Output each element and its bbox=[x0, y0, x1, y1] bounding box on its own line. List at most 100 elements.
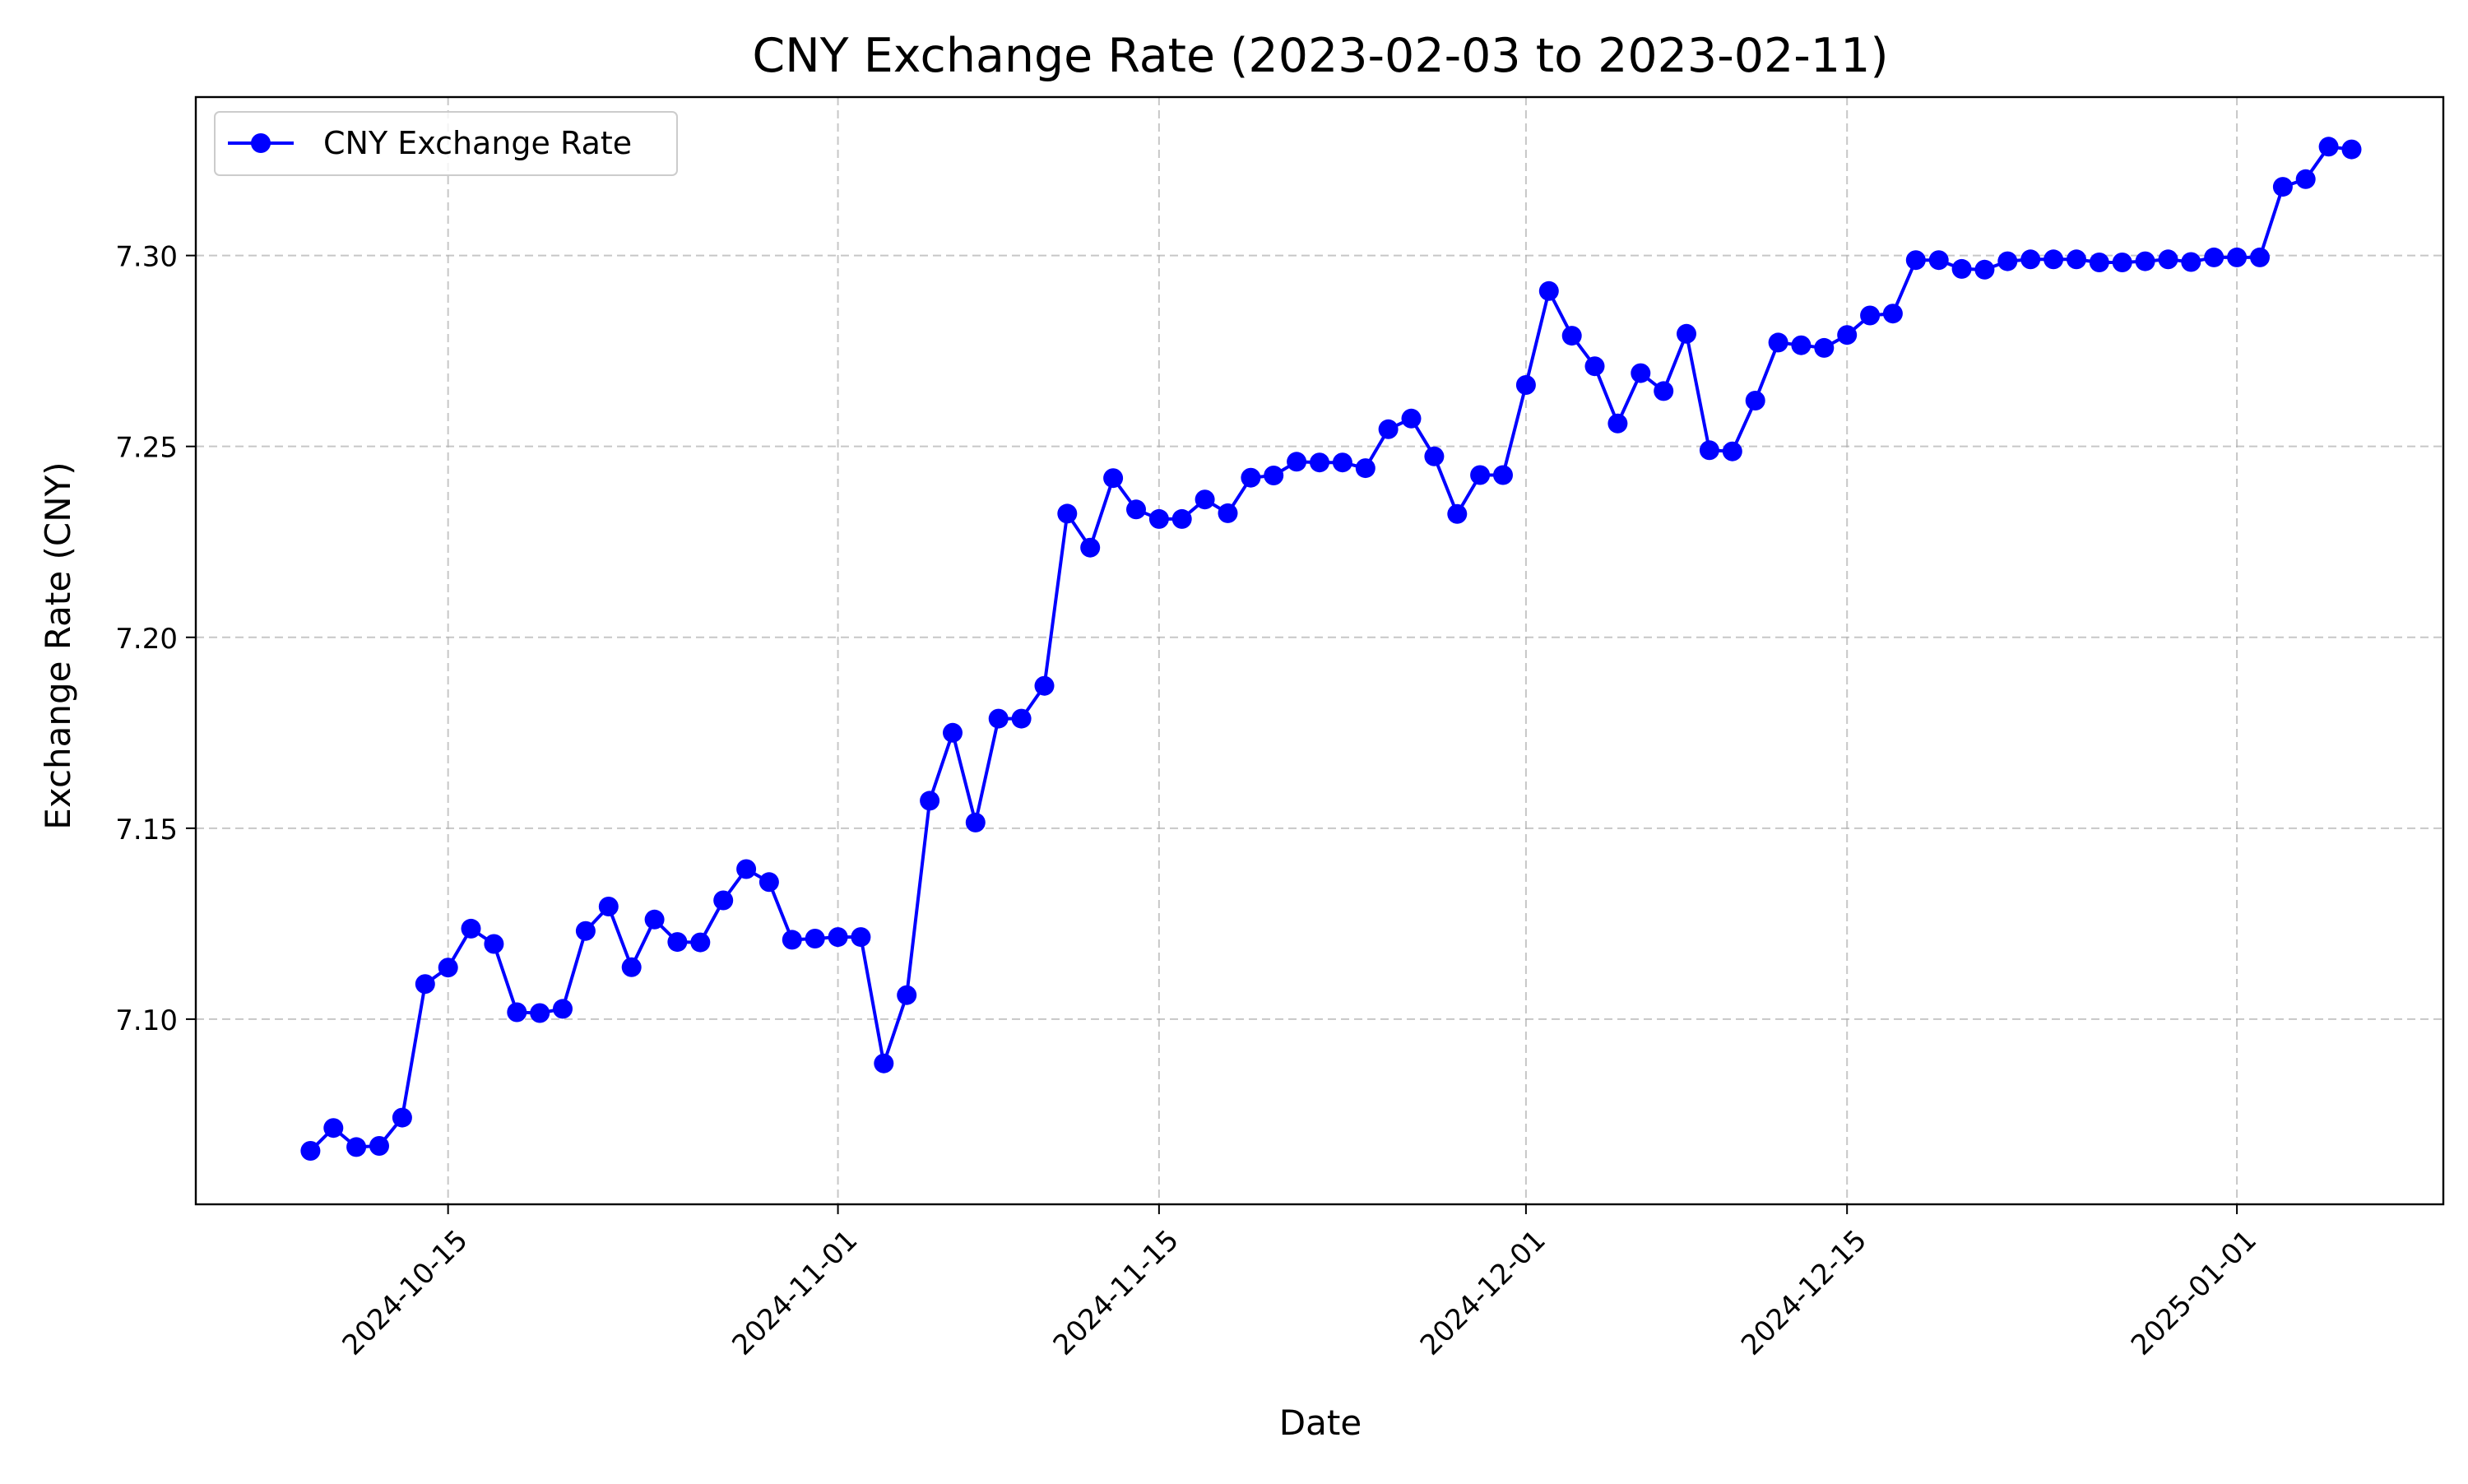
data-point[interactable] bbox=[1951, 258, 1972, 279]
y-tick-label: 7.25 bbox=[115, 432, 178, 465]
data-point[interactable] bbox=[484, 934, 504, 954]
data-point[interactable] bbox=[2272, 177, 2293, 197]
data-point[interactable] bbox=[1584, 356, 1605, 377]
data-point[interactable] bbox=[1034, 675, 1055, 696]
data-point[interactable] bbox=[1837, 325, 1858, 345]
data-point[interactable] bbox=[415, 974, 435, 995]
data-point[interactable] bbox=[874, 1053, 894, 1074]
y-tick-label: 7.15 bbox=[115, 814, 178, 846]
data-point[interactable] bbox=[690, 932, 711, 953]
data-point[interactable] bbox=[2318, 137, 2339, 157]
data-point[interactable] bbox=[2227, 247, 2248, 267]
data-point[interactable] bbox=[1241, 467, 1261, 488]
data-point[interactable] bbox=[575, 921, 596, 941]
data-point[interactable] bbox=[1745, 391, 1765, 410]
data-point[interactable] bbox=[2295, 169, 2316, 189]
data-point[interactable] bbox=[1171, 508, 1192, 529]
data-point[interactable] bbox=[507, 1002, 527, 1023]
plot-area-frame bbox=[194, 95, 2445, 1206]
data-point[interactable] bbox=[530, 1003, 550, 1023]
legend[interactable]: CNY Exchange Rate bbox=[214, 111, 678, 176]
data-point[interactable] bbox=[1310, 452, 1329, 473]
data-point[interactable] bbox=[1103, 468, 1124, 489]
data-point[interactable] bbox=[736, 859, 757, 879]
data-point[interactable] bbox=[1470, 465, 1491, 485]
data-point[interactable] bbox=[897, 985, 917, 1005]
data-point[interactable] bbox=[1493, 465, 1513, 485]
data-point[interactable] bbox=[1264, 466, 1284, 485]
data-point[interactable] bbox=[965, 812, 986, 832]
data-point[interactable] bbox=[920, 791, 940, 811]
data-point[interactable] bbox=[2341, 139, 2362, 160]
data-point[interactable] bbox=[805, 929, 825, 948]
data-point[interactable] bbox=[346, 1137, 367, 1157]
data-point[interactable] bbox=[369, 1136, 389, 1156]
data-point[interactable] bbox=[1287, 452, 1307, 472]
data-point[interactable] bbox=[1699, 440, 1719, 461]
data-point[interactable] bbox=[461, 918, 481, 939]
data-point[interactable] bbox=[323, 1118, 344, 1139]
data-point[interactable] bbox=[2067, 249, 2086, 270]
data-point[interactable] bbox=[2204, 247, 2224, 267]
data-point[interactable] bbox=[2089, 253, 2109, 272]
data-point[interactable] bbox=[438, 958, 458, 978]
data-point[interactable] bbox=[1378, 419, 1399, 439]
y-axis-label: Exchange Rate (CNY) bbox=[38, 461, 78, 829]
data-point[interactable] bbox=[1332, 452, 1352, 473]
data-point[interactable] bbox=[1607, 413, 1628, 434]
data-point[interactable] bbox=[1677, 323, 1696, 344]
data-point[interactable] bbox=[553, 999, 573, 1019]
data-point[interactable] bbox=[1882, 304, 1903, 324]
data-point[interactable] bbox=[1424, 446, 1445, 466]
data-point[interactable] bbox=[1974, 259, 1995, 280]
data-point[interactable] bbox=[1126, 499, 1146, 520]
data-point[interactable] bbox=[1218, 503, 1238, 523]
data-point[interactable] bbox=[1997, 251, 2018, 271]
legend-marker-swatch bbox=[251, 133, 271, 153]
data-point[interactable] bbox=[1905, 250, 1926, 271]
data-point[interactable] bbox=[2020, 249, 2041, 270]
data-point[interactable] bbox=[621, 957, 642, 977]
data-point[interactable] bbox=[1631, 363, 1651, 383]
data-point[interactable] bbox=[943, 722, 963, 743]
data-point[interactable] bbox=[713, 890, 734, 911]
data-point[interactable] bbox=[2181, 252, 2201, 272]
data-point[interactable] bbox=[1080, 537, 1101, 558]
data-point[interactable] bbox=[1195, 489, 1215, 510]
chart-title: CNY Exchange Rate (2023-02-03 to 2023-02… bbox=[752, 29, 1888, 83]
data-point[interactable] bbox=[598, 897, 619, 916]
data-point[interactable] bbox=[988, 708, 1009, 729]
grid-lines bbox=[196, 97, 2443, 1204]
data-point[interactable] bbox=[1722, 441, 1742, 461]
data-point[interactable] bbox=[1148, 508, 1169, 529]
data-point[interactable] bbox=[758, 872, 779, 893]
data-point[interactable] bbox=[1928, 250, 1949, 271]
data-point[interactable] bbox=[1791, 335, 1812, 355]
data-point[interactable] bbox=[392, 1107, 412, 1128]
data-point[interactable] bbox=[1401, 408, 1422, 429]
data-point[interactable] bbox=[2112, 253, 2132, 272]
data-point[interactable] bbox=[1860, 305, 1881, 326]
data-point[interactable] bbox=[1515, 375, 1536, 395]
data-point[interactable] bbox=[1011, 708, 1032, 729]
data-point[interactable] bbox=[1814, 337, 1835, 358]
data-point[interactable] bbox=[2158, 249, 2178, 270]
data-point[interactable] bbox=[1538, 281, 1559, 301]
data-point[interactable] bbox=[2250, 247, 2270, 267]
data-point[interactable] bbox=[644, 909, 665, 930]
data-point[interactable] bbox=[300, 1141, 321, 1161]
data-point[interactable] bbox=[851, 927, 871, 948]
data-point[interactable] bbox=[1057, 503, 1078, 524]
data-point[interactable] bbox=[1768, 332, 1788, 353]
data-point[interactable] bbox=[782, 930, 802, 950]
data-point[interactable] bbox=[2044, 249, 2064, 270]
data-point[interactable] bbox=[2135, 251, 2155, 271]
data-point[interactable] bbox=[828, 927, 848, 948]
data-point[interactable] bbox=[1654, 381, 1674, 401]
data-point[interactable] bbox=[1355, 458, 1375, 479]
data-point[interactable] bbox=[667, 932, 688, 953]
data-point[interactable] bbox=[1447, 503, 1468, 524]
data-point[interactable] bbox=[1561, 326, 1582, 346]
